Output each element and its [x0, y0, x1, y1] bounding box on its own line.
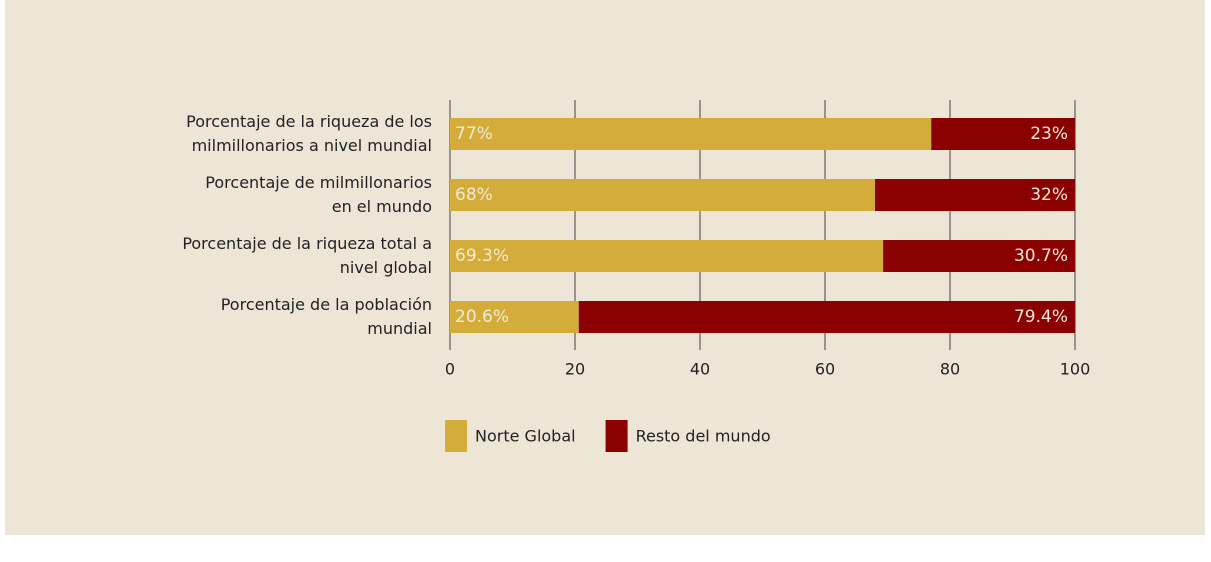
category-label: Porcentaje de milmillonarios en el mundo	[205, 173, 432, 216]
value-label: 23%	[1030, 124, 1068, 144]
category-label-line: Porcentaje de milmillonarios	[205, 173, 432, 192]
x-tick-label: 0	[445, 360, 455, 379]
x-tick-label: 100	[1060, 360, 1091, 379]
category-label: Porcentaje de la riqueza total a nivel gl…	[182, 234, 432, 277]
category-label-line: Porcentaje de la riqueza total a	[182, 234, 432, 253]
x-tick-label: 20	[565, 360, 585, 379]
value-label: 79.4%	[1014, 307, 1068, 327]
category-label-line: Porcentaje de la riqueza de los	[186, 112, 432, 131]
bar-segment	[450, 179, 875, 211]
bar-segment	[450, 240, 884, 272]
value-label: 30.7%	[1014, 246, 1068, 266]
category-label-line: Porcentaje de la población	[221, 295, 432, 314]
value-label: 20.6%	[455, 307, 509, 327]
bar-segment	[883, 240, 1075, 272]
value-label: 68%	[455, 185, 493, 205]
category-label-line: milmillonarios a nivel mundial	[192, 136, 432, 155]
bar-segment	[578, 301, 1075, 333]
category-label: Porcentaje de la población mundial	[221, 295, 432, 338]
bar-segment	[931, 118, 1075, 150]
x-tick-label: 60	[815, 360, 835, 379]
category-label-line: nivel global	[340, 258, 432, 277]
legend-swatch	[605, 420, 628, 452]
legend-label: Resto del mundo	[636, 427, 771, 446]
bar-segment	[875, 179, 1075, 211]
legend-label: Norte Global	[475, 427, 576, 446]
category-label-line: mundial	[367, 319, 432, 338]
legend-swatch	[445, 420, 467, 452]
bar-segment	[450, 118, 932, 150]
x-tick-label: 80	[940, 360, 960, 379]
value-label: 32%	[1030, 185, 1068, 205]
value-label: 69.3%	[455, 246, 509, 266]
category-label: Porcentaje de la riqueza de los milmillon…	[186, 112, 432, 155]
category-label-line: en el mundo	[332, 197, 432, 216]
bar-segment	[450, 301, 579, 333]
x-tick-label: 40	[690, 360, 710, 379]
value-label: 77%	[455, 124, 493, 144]
